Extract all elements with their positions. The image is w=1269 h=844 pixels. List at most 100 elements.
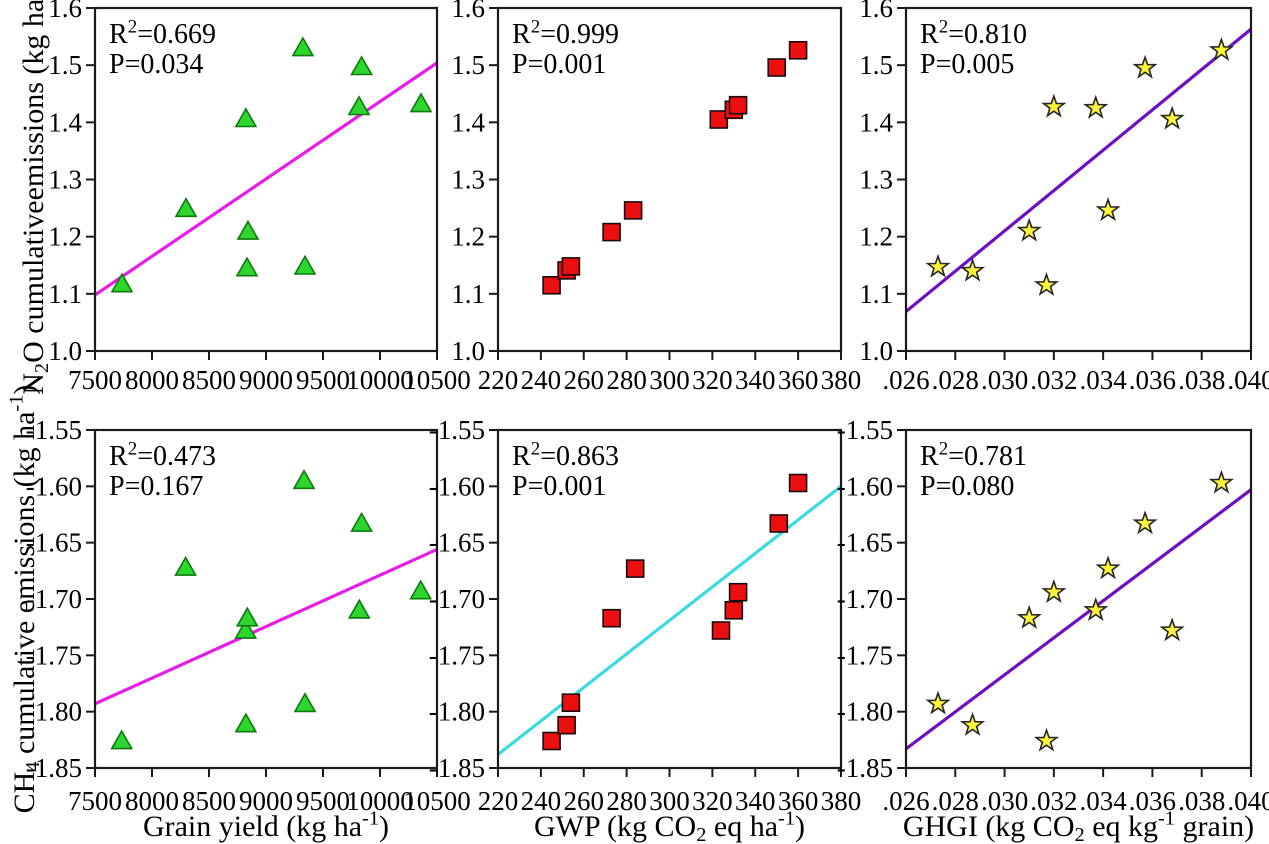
y-tick-label: 1.6 [48, 0, 82, 23]
p-value-annotation: P=0.001 [512, 49, 606, 80]
x-tick-label: 10500 [403, 786, 471, 816]
y-tick-label: 1.2 [451, 222, 485, 252]
data-point-star [1033, 727, 1060, 752]
data-point-star [1083, 597, 1109, 621]
y-tick-label: -1.80 [429, 697, 485, 727]
data-point-star [1159, 105, 1185, 130]
x-tick-label: 8000 [125, 786, 179, 816]
x-tick-label: 240 [521, 786, 562, 816]
y-tick-label: -1.80 [837, 697, 893, 727]
data-point-square [625, 559, 645, 578]
x-tick-label: 360 [778, 365, 819, 395]
y-tick-label: 1.4 [48, 107, 82, 137]
data-point-triangle [234, 712, 258, 733]
data-point-star [1016, 217, 1042, 242]
x-tick-label: 220 [478, 365, 519, 395]
y-tick-label: -1.75 [26, 640, 82, 670]
data-point-triangle [292, 469, 316, 490]
regression-line [906, 488, 1251, 751]
data-point-square [542, 275, 561, 295]
regression-line [498, 485, 841, 756]
x-tick-label: .026 [882, 786, 929, 816]
y-tick-label: 1.1 [48, 279, 82, 309]
data-point-star [1132, 510, 1158, 535]
data-point-triangle [350, 511, 373, 532]
x-tick-label: 380 [821, 365, 862, 395]
x-tick-label: 280 [606, 365, 647, 395]
data-point-triangle [350, 55, 373, 76]
y-tick-label: -1.60 [26, 471, 82, 501]
x-tick-label: .032 [1030, 365, 1077, 395]
data-point-square [767, 58, 787, 77]
data-point-square [728, 95, 748, 115]
p-value-annotation: P=0.034 [109, 49, 203, 80]
data-point-triangle [409, 579, 433, 600]
y-tick-label: -1.55 [429, 415, 485, 445]
data-point-triangle [235, 606, 259, 627]
x-tick-label: 320 [692, 786, 733, 816]
data-point-star [1132, 54, 1158, 79]
y-tick-label: 1.3 [859, 165, 893, 195]
y-tick-label: 1.0 [451, 336, 485, 366]
panel-n2o-vs-ghgi: .026.028.030.032.034.036.038.040 1.0 1.1 1.… [859, 0, 1269, 395]
data-point-square [602, 222, 621, 242]
data-point-triangle [409, 92, 433, 113]
x-axis-title-grain-yield: Grain yield (kg ha-1) [143, 808, 389, 843]
r-squared-annotation: R2=0.999 [512, 16, 619, 50]
panel-n2o-vs-gwp: 220 240 260 280 300 320 340 360 380 1.0 1.1 1.2 1.3 1… [451, 0, 861, 395]
data-point-square [711, 621, 731, 640]
x-tick-label: .030 [981, 365, 1028, 395]
y-tick-label: -1.55 [26, 415, 82, 445]
y-tick-label: -1.60 [837, 471, 893, 501]
x-tick-label: .040 [1227, 365, 1269, 395]
y-tick-label: -1.65 [429, 528, 485, 558]
y-tick-label: 1.0 [859, 336, 893, 366]
r-squared-annotation: R2=0.863 [512, 438, 619, 472]
y-tick-label: 1.6 [859, 0, 893, 23]
x-tick-label: 260 [564, 365, 605, 395]
data-point-square [709, 110, 729, 129]
data-point-square [602, 608, 621, 628]
y-tick-label: -1.80 [26, 697, 82, 727]
y-tick-label: 1.1 [451, 279, 485, 309]
data-point-triangle [234, 107, 258, 128]
x-tick-label: .036 [1129, 786, 1176, 816]
x-tick-label: 300 [649, 365, 690, 395]
x-tick-label: 9000 [239, 365, 293, 395]
data-point-triangle [347, 95, 371, 116]
x-tick-label: .040 [1227, 786, 1269, 816]
x-tick-label: 9000 [239, 786, 293, 816]
x-tick-label: .036 [1129, 365, 1176, 395]
data-point-star [959, 711, 986, 736]
data-point-square [561, 257, 581, 276]
x-tick-label: 10500 [403, 365, 471, 395]
x-tick-label: 320 [692, 365, 733, 395]
x-tick-label: .038 [1178, 365, 1225, 395]
x-tick-label: 280 [606, 786, 647, 816]
data-point-star [959, 257, 986, 282]
y-tick-label: 1.3 [48, 165, 82, 195]
regression-line [906, 27, 1251, 313]
data-point-star [925, 690, 951, 715]
data-point-square [769, 514, 789, 533]
x-tick-label: .034 [1080, 365, 1128, 395]
x-axis-title-ghgi: GHGI (kg CO2 eq kg-1 grain) [903, 808, 1254, 844]
y-tick-label: -1.65 [837, 528, 893, 558]
data-point-square [728, 582, 748, 602]
data-point-triangle [293, 254, 317, 275]
regression-line [95, 61, 437, 297]
x-tick-label: 8500 [182, 365, 236, 395]
x-tick-label: 7500 [68, 786, 122, 816]
y-tick-label: -1.70 [429, 584, 485, 614]
data-point-triangle [236, 219, 260, 240]
data-point-triangle [293, 692, 317, 713]
data-point-triangle [110, 272, 134, 293]
x-tick-label: 300 [649, 786, 690, 816]
y-tick-label: 1.2 [859, 222, 893, 252]
data-point-star [1159, 617, 1185, 642]
x-tick-label: 10000 [346, 365, 414, 395]
p-value-annotation: P=0.167 [109, 471, 203, 502]
data-point-triangle [291, 36, 315, 57]
data-point-triangle [234, 618, 258, 639]
